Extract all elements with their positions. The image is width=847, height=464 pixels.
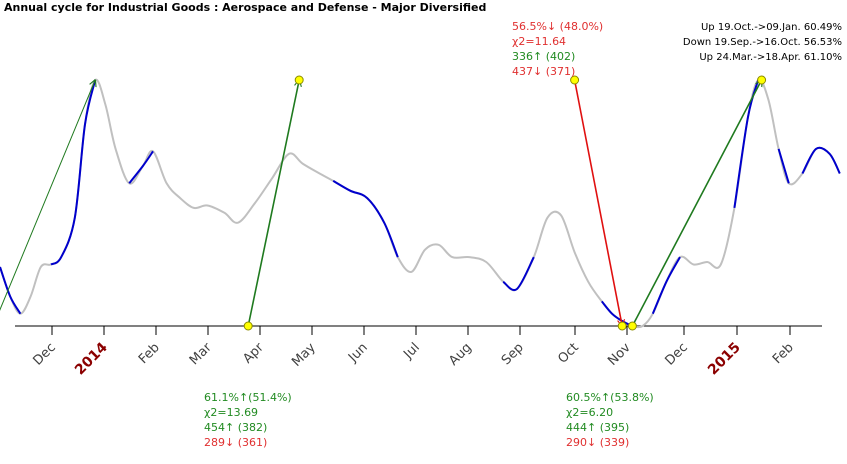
- x-month-label: Aug: [446, 340, 475, 369]
- turning-point-marker: [757, 75, 767, 85]
- x-month-label: Oct: [555, 340, 582, 367]
- x-axis-ticks-layer: Dec 2014 Feb Mar Apr May Jun Jul Aug Sep Oct Nov Dec…: [30, 326, 797, 379]
- turning-point-marker: [570, 75, 580, 85]
- stat-line: 289↓ (361): [204, 436, 268, 449]
- stat-line: 61.1%↑(51.4%): [204, 391, 292, 404]
- x-month-label: Mar: [187, 340, 215, 368]
- stat-line: 454↑ (382): [204, 421, 268, 434]
- trend-arrow-layer: [0, 75, 767, 331]
- turning-point-marker: [627, 321, 637, 331]
- stat-line: χ2=13.69: [204, 406, 259, 419]
- x-month-label: Apr: [240, 340, 267, 367]
- highlight-segment: [601, 300, 633, 327]
- trend-arrow-up: [0, 80, 95, 311]
- seasonal-line-layer: [0, 78, 841, 329]
- x-month-label: Dec: [662, 340, 690, 368]
- summary-box: Up 19.Oct.->09.Jan. 60.49% Down 19.Sep.-…: [683, 20, 842, 65]
- highlight-segment: [128, 150, 154, 184]
- stat-block-top: 56.5%↓ (48.0%) χ2=11.64 336↑ (402) 437↓ …: [512, 19, 603, 79]
- x-month-label: Feb: [136, 340, 163, 367]
- summary-line: Down 19.Sep.->16.Oct. 56.53%: [682, 37, 842, 48]
- stat-line: χ2=6.20: [566, 406, 614, 419]
- turning-point-marker: [294, 75, 304, 85]
- highlight-segment: [0, 266, 22, 315]
- x-month-label: Feb: [770, 340, 797, 367]
- x-month-label: Jul: [400, 340, 422, 362]
- seasonal-line: [0, 78, 841, 329]
- stat-block-october: 60.5%↑(53.8%) χ2=6.20 444↑ (395) 290↓ (3…: [566, 390, 654, 450]
- x-month-label: Sep: [499, 340, 527, 368]
- stat-line: 336↑ (402): [512, 50, 576, 63]
- highlight-segment: [651, 256, 681, 315]
- x-month-label: Jun: [345, 340, 371, 366]
- trend-arrow-up: [247, 80, 299, 327]
- highlight-segment: [733, 79, 760, 209]
- highlight-segment: [801, 146, 841, 174]
- summary-line: Up 24.Mar.->18.Apr. 61.10%: [699, 52, 842, 63]
- highlight-segment: [332, 180, 399, 258]
- turning-point-marker: [617, 321, 627, 331]
- chart-title: Annual cycle for Industrial Goods : Aero…: [4, 1, 487, 14]
- trend-arrow-down: [573, 79, 623, 326]
- x-month-label: May: [289, 340, 319, 370]
- stat-line: 444↑ (395): [566, 421, 630, 434]
- stat-line: 290↓ (339): [566, 436, 630, 449]
- stat-line: 437↓ (371): [512, 65, 576, 78]
- highlight-segment: [777, 148, 790, 184]
- highlight-segment: [50, 79, 97, 266]
- x-year-label: 2014: [72, 339, 111, 378]
- x-month-label: Dec: [30, 340, 58, 368]
- turning-point-marker: [243, 321, 253, 331]
- stat-line: χ2=11.64: [512, 35, 567, 48]
- highlight-segment: [502, 256, 535, 292]
- x-year-label: 2015: [705, 340, 744, 379]
- stat-line: 60.5%↑(53.8%): [566, 391, 654, 404]
- stat-block-april: 61.1%↑(51.4%) χ2=13.69 454↑ (382) 289↓ (…: [204, 390, 292, 450]
- trend-arrow-up: [631, 80, 761, 327]
- x-month-label: Nov: [605, 340, 634, 369]
- summary-line: Up 19.Oct.->09.Jan. 60.49%: [700, 22, 842, 33]
- stat-line: 56.5%↓ (48.0%): [512, 20, 604, 33]
